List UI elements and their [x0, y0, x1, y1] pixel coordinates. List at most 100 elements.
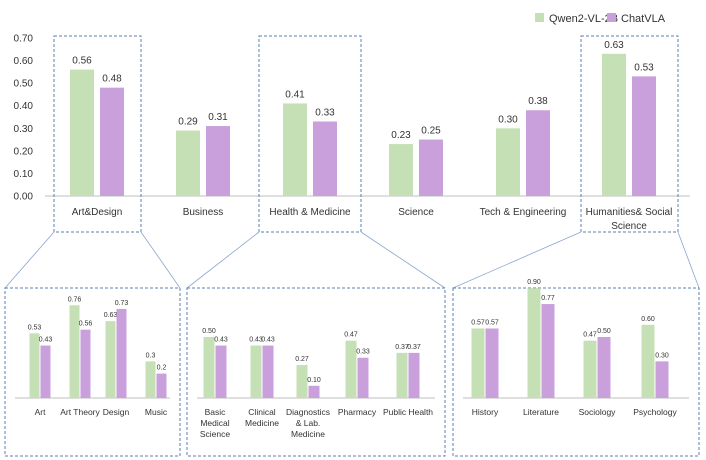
data-label: 0.33: [356, 349, 370, 356]
bar-chatvla-public-health: [408, 352, 420, 398]
x-tick-label: Health & Medicine: [269, 207, 351, 218]
data-label: 0.63: [104, 312, 118, 319]
data-label: 0.47: [583, 332, 597, 339]
bar-chatvla-psychology: [655, 361, 669, 398]
data-label: 0.57: [471, 319, 485, 326]
bar-qwen2-vl-2b-art: [29, 333, 40, 398]
data-label: 0.48: [102, 74, 122, 85]
bar-qwen2-vl-2b-literature: [527, 288, 541, 398]
data-label: 0.23: [391, 130, 411, 141]
data-label: 0.43: [249, 337, 263, 344]
bar-qwen2-vl-2b-science: [389, 144, 413, 196]
bar-qwen2-vl-2b-psychology: [641, 324, 655, 398]
data-label: 0.38: [528, 96, 548, 107]
data-label: 0.3: [146, 352, 156, 359]
data-label: 0.27: [295, 356, 309, 363]
data-label: 0.43: [39, 337, 53, 344]
bar-qwen2-vl-2b-art-design: [70, 69, 94, 196]
x-tick-label: Sociology: [579, 407, 617, 417]
x-tick-label: Art&Design: [72, 207, 123, 218]
data-label: 0.30: [655, 352, 669, 359]
data-label: 0.43: [214, 337, 228, 344]
connector-line: [360, 231, 446, 289]
x-tick-label: Art: [35, 407, 47, 417]
data-label: 0.10: [307, 377, 321, 384]
x-tick-label: Science: [611, 221, 647, 232]
data-label: 0.37: [407, 344, 421, 351]
data-label: 0.76: [68, 296, 82, 303]
y-tick-label: 0.00: [14, 192, 34, 203]
bar-chatvla-business: [206, 126, 230, 196]
bar-qwen2-vl-2b-music: [145, 361, 156, 398]
bar-chatvla-art-design: [100, 87, 124, 196]
x-tick-label: Medical: [200, 418, 229, 428]
connector-line: [452, 231, 582, 289]
data-label: 0.63: [604, 40, 624, 51]
connector-line: [4, 231, 55, 289]
data-label: 0.2: [157, 365, 167, 372]
bar-chatvla-sociology: [597, 337, 611, 398]
x-tick-label: Literature: [523, 407, 559, 417]
bar-chatvla-basic-medical-science: [215, 345, 227, 398]
x-tick-label: History: [472, 407, 499, 417]
x-tick-label: Medicine: [245, 418, 279, 428]
x-tick-label: Diagnostics: [286, 407, 330, 417]
x-tick-label: Clinical: [248, 407, 276, 417]
x-tick-label: Design: [103, 407, 130, 417]
connector-line: [140, 231, 181, 289]
legend-swatch: [535, 13, 544, 22]
data-label: 0.43: [261, 337, 275, 344]
bar-chatvla-art: [40, 345, 51, 398]
data-label: 0.73: [115, 300, 129, 307]
bar-chatvla-design: [116, 308, 127, 398]
y-tick-label: 0.30: [14, 124, 34, 135]
data-label: 0.31: [208, 112, 228, 123]
data-label: 0.53: [28, 324, 42, 331]
data-label: 0.37: [395, 344, 409, 351]
bar-qwen2-vl-2b-pharmacy: [345, 340, 357, 398]
data-label: 0.77: [541, 295, 555, 302]
bar-qwen2-vl-2b-business: [176, 130, 200, 196]
data-label: 0.50: [202, 328, 216, 335]
data-label: 0.60: [641, 316, 655, 323]
x-tick-label: Art Theory: [60, 407, 100, 417]
data-label: 0.50: [597, 328, 611, 335]
bar-chatvla-tech-engineering: [526, 110, 550, 196]
x-tick-label: Basic: [205, 407, 227, 417]
data-label: 0.47: [344, 332, 358, 339]
data-label: 0.57: [485, 319, 499, 326]
bar-qwen2-vl-2b-design: [105, 321, 116, 398]
x-tick-label: Pharmacy: [338, 407, 377, 417]
data-label: 0.29: [178, 117, 198, 128]
bar-qwen2-vl-2b-diagnostics-lab-medicine: [296, 365, 308, 398]
bar-chatvla-music: [156, 373, 167, 398]
bar-qwen2-vl-2b-public-health: [396, 352, 408, 398]
bar-chatvla-clinical-medicine: [262, 345, 274, 398]
data-label: 0.90: [527, 279, 541, 286]
x-tick-label: Psychology: [633, 407, 677, 417]
data-label: 0.53: [634, 62, 654, 73]
bar-qwen2-vl-2b-tech-engineering: [496, 128, 520, 196]
bar-chatvla-humanities-social-science: [632, 76, 656, 196]
bar-chatvla-pharmacy: [357, 357, 369, 398]
bar-chatvla-literature: [541, 304, 555, 398]
data-label: 0.33: [315, 108, 335, 119]
y-tick-label: 0.10: [14, 169, 34, 180]
bar-qwen2-vl-2b-basic-medical-science: [203, 337, 215, 398]
bar-chatvla-science: [419, 139, 443, 196]
data-label: 0.30: [498, 114, 518, 125]
legend-entry: Qwen2-VL-2B: [549, 13, 618, 25]
x-tick-label: Business: [183, 207, 224, 218]
highlight-box: [258, 35, 362, 233]
x-tick-label: Humanities& Social: [586, 207, 673, 218]
highlight-box: [580, 35, 679, 233]
y-tick-label: 0.70: [14, 34, 34, 45]
y-tick-label: 0.50: [14, 79, 34, 90]
bar-qwen2-vl-2b-art-theory: [69, 305, 80, 398]
x-tick-label: Medicine: [291, 429, 325, 439]
y-tick-label: 0.60: [14, 56, 34, 67]
data-label: 0.56: [72, 56, 92, 67]
x-tick-label: Music: [145, 407, 168, 417]
connector-line: [186, 231, 260, 289]
bar-chatvla-history: [485, 328, 499, 398]
